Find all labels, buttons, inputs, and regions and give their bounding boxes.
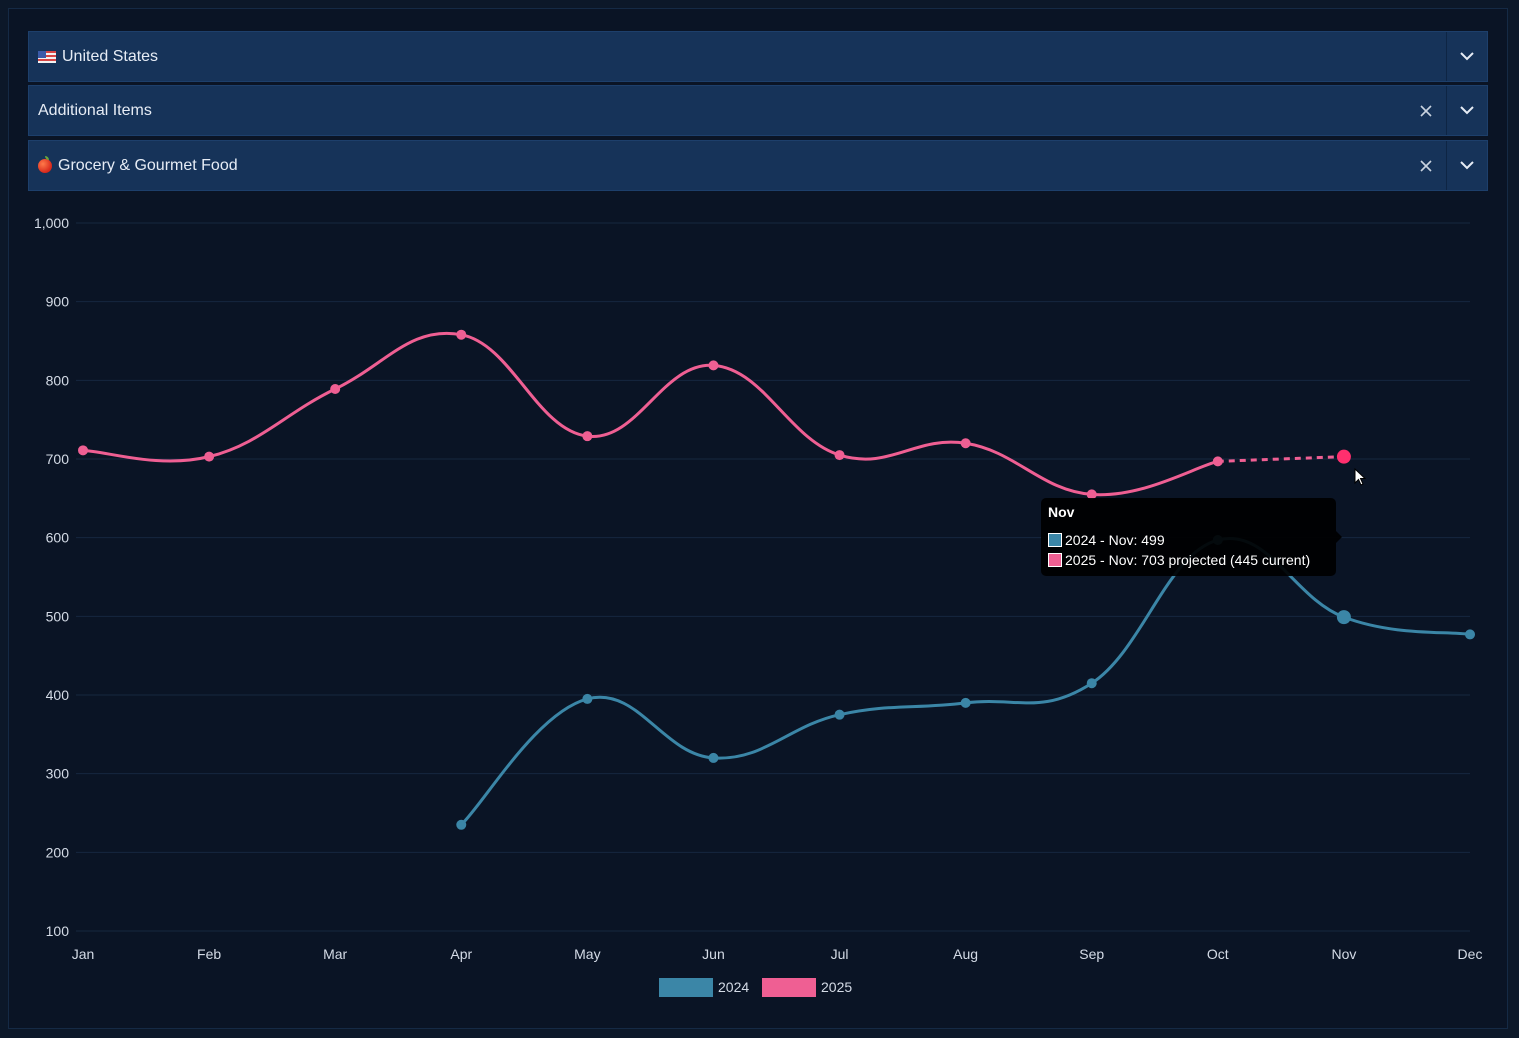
data-point-2025 (330, 383, 341, 394)
y-tick-label: 100 (46, 923, 70, 939)
items-chevron-down-icon[interactable] (1446, 86, 1487, 135)
x-tick-label: Jan (72, 946, 95, 962)
category-chevron-down-icon[interactable] (1446, 141, 1487, 190)
category-select-value: Grocery & Gourmet Food (29, 155, 1406, 175)
tooltip-title: Nov (1048, 504, 1075, 520)
category-clear-button[interactable] (1406, 141, 1446, 190)
country-select-label: United States (62, 47, 159, 65)
x-tick-label: May (574, 946, 600, 962)
y-tick-label: 300 (46, 766, 70, 782)
us-flag-icon (38, 50, 56, 63)
mouse-cursor-icon (1354, 468, 1367, 486)
x-tick-label: Feb (197, 946, 221, 962)
y-tick-label: 500 (46, 608, 70, 624)
close-icon (1420, 104, 1432, 117)
series-projected-line-2025 (1217, 455, 1344, 463)
apple-icon (38, 155, 52, 173)
data-point-2025 (204, 451, 215, 462)
data-point-2025 (708, 360, 719, 371)
data-point-2024 (1336, 610, 1351, 625)
data-point-2024 (582, 693, 593, 704)
category-select-label: Grocery & Gourmet Food (58, 156, 238, 174)
x-tick-label: Jun (702, 946, 725, 962)
country-select[interactable]: United States (28, 31, 1488, 82)
data-point-2024 (1086, 678, 1097, 689)
items-select-value: Additional Items (29, 102, 1406, 120)
y-tick-label: 600 (46, 530, 70, 546)
data-point-2024 (1465, 629, 1475, 640)
tooltip-text-2025: 2025 - Nov: 703 projected (445 current) (1065, 552, 1311, 568)
legend-label-2025: 2025 (821, 979, 852, 995)
y-tick-label: 700 (46, 451, 70, 467)
x-tick-label: Mar (323, 946, 347, 962)
series-line-2024 (460, 536, 1471, 826)
tooltip-swatch-2025 (1048, 553, 1062, 567)
y-tick-label: 900 (46, 294, 70, 310)
series-line-2025 (82, 331, 1219, 497)
data-point-2025 (78, 445, 88, 456)
x-tick-label: Nov (1331, 946, 1356, 962)
tooltip-line-2025: 2025 - Nov: 703 projected (445 current) (1048, 550, 1329, 570)
category-select[interactable]: Grocery & Gourmet Food (28, 140, 1488, 191)
tooltip-line-2024: 2024 - Nov: 499 (1048, 530, 1329, 550)
items-select-label: Additional Items (38, 101, 152, 119)
tooltip-text-2024: 2024 - Nov: 499 (1065, 532, 1165, 548)
legend-swatch-2024 (659, 978, 713, 997)
country-chevron-down-icon[interactable] (1446, 32, 1487, 81)
data-point-2025 (1336, 449, 1351, 464)
chart-tooltip: Nov 2024 - Nov: 499 2025 - Nov: 703 proj… (1041, 498, 1342, 576)
y-tick-label: 400 (46, 687, 70, 703)
legend-swatch-2025 (762, 978, 816, 997)
data-point-2024 (708, 752, 719, 763)
data-point-2025 (960, 438, 971, 449)
items-select[interactable]: Additional Items (28, 85, 1488, 136)
data-point-2024 (456, 819, 467, 830)
x-tick-label: Apr (450, 946, 472, 962)
x-tick-label: Sep (1079, 946, 1104, 962)
x-tick-label: Dec (1458, 946, 1483, 962)
data-point-2025 (1212, 456, 1223, 467)
data-point-2025 (582, 431, 593, 442)
data-point-2024 (834, 709, 845, 720)
x-tick-label: Oct (1207, 946, 1229, 962)
y-tick-label: 200 (46, 844, 70, 860)
data-point-2025 (456, 329, 467, 340)
y-tick-label: 800 (46, 372, 70, 388)
x-tick-label: Jul (831, 946, 849, 962)
data-point-2025 (1086, 489, 1097, 500)
tooltip-swatch-2024 (1048, 533, 1062, 547)
country-select-value: United States (29, 48, 1446, 66)
legend-label-2024: 2024 (718, 979, 749, 995)
data-point-2024 (960, 697, 971, 708)
data-point-2025 (834, 450, 845, 461)
y-tick-label: 1,000 (34, 215, 69, 231)
close-icon (1420, 159, 1432, 172)
items-clear-button[interactable] (1406, 86, 1446, 135)
x-tick-label: Aug (953, 946, 978, 962)
